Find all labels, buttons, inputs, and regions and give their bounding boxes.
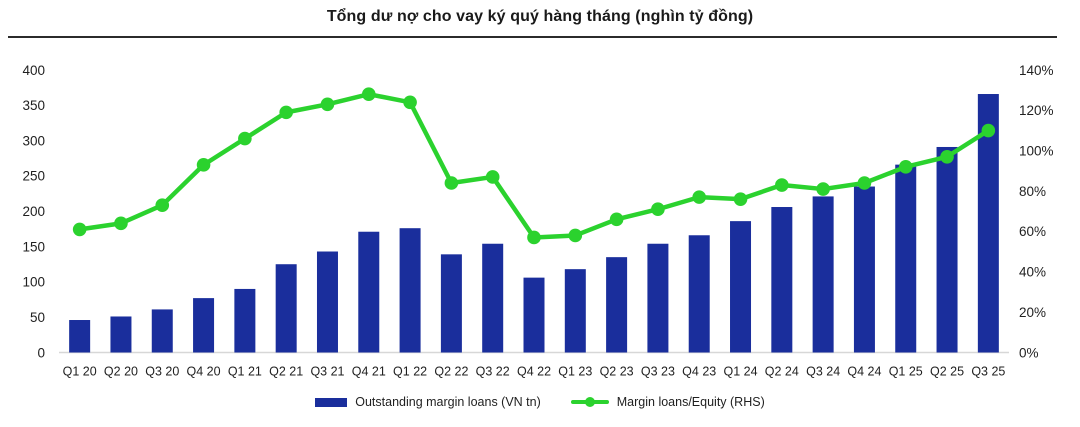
x-axis-tick-label: Q3 23: [641, 365, 675, 379]
y-axis-left-tick-label: 400: [22, 63, 45, 78]
bar-q2-22: [440, 254, 462, 353]
x-axis-tick-label: Q3 22: [476, 365, 510, 379]
bar-q1-24: [730, 221, 752, 353]
line-marker-q4-23: [692, 190, 707, 204]
y-axis-left-tick-label: 100: [22, 275, 45, 290]
legend-item-bar: Outstanding margin loans (VN tn): [315, 395, 541, 409]
line-marker-q3-25: [981, 123, 996, 138]
y-axis-left-tick-label: 350: [22, 98, 45, 113]
x-axis-tick-label: Q4 23: [682, 365, 716, 379]
y-axis-left-tick-label: 50: [30, 310, 45, 325]
x-axis-tick-label: Q1 22: [393, 365, 427, 379]
line-marker-q3-21: [320, 97, 335, 112]
line-marker-q3-22: [485, 170, 500, 184]
line-marker-q4-20: [196, 158, 211, 172]
x-axis-tick-label: Q2 20: [104, 365, 138, 379]
x-axis-tick-label: Q2 22: [434, 365, 468, 379]
line-series-swatch-icon: [570, 396, 609, 409]
bar-q3-21: [316, 251, 338, 353]
y-axis-right-tick-label: 140%: [1019, 63, 1054, 78]
y-axis-left-tick-label: 250: [22, 169, 45, 184]
line-marker-q2-24: [775, 178, 789, 192]
x-axis-tick-label: Q2 23: [600, 365, 634, 379]
bar-series-swatch-icon: [315, 397, 348, 407]
bar-q3-25: [977, 94, 999, 353]
line-marker-q2-21: [279, 105, 293, 120]
bar-q2-23: [606, 257, 628, 353]
chart-title: Tổng dư nợ cho vay ký quý hàng tháng (ng…: [326, 8, 754, 25]
bar-q2-24: [771, 207, 793, 353]
bar-q4-22: [523, 277, 545, 353]
x-axis-tick-label: Q1 24: [723, 365, 757, 379]
bar-q2-21: [275, 264, 297, 353]
line-marker-q1-23: [568, 228, 583, 243]
bar-q1-22: [399, 228, 421, 353]
bar-q1-25: [895, 164, 917, 353]
y-axis-left-tick-label: 150: [22, 239, 45, 254]
bar-q3-22: [482, 243, 504, 353]
y-axis-right-tick-label: 0%: [1019, 345, 1039, 360]
line-marker-q2-25: [940, 149, 954, 164]
line-marker-q1-25: [898, 160, 913, 174]
line-marker-q1-24: [733, 192, 748, 206]
bar-q4-24: [853, 186, 875, 353]
y-axis-left-tick-label: 200: [22, 204, 45, 219]
line-marker-q3-23: [651, 202, 665, 217]
legend-item-line: Margin loans/Equity (RHS): [570, 395, 765, 409]
line-marker-q2-23: [609, 212, 624, 227]
x-axis-tick-label: Q3 20: [145, 365, 179, 379]
x-axis-tick-label: Q4 24: [847, 365, 881, 379]
y-axis-right-tick-label: 60%: [1019, 224, 1046, 239]
x-axis-tick-label: Q4 22: [517, 365, 551, 379]
x-axis-tick-label: Q1 25: [889, 365, 923, 379]
x-axis-tick-label: Q1 23: [558, 365, 592, 379]
bar-q1-23: [564, 269, 586, 353]
bar-q4-23: [688, 235, 710, 353]
bar-q1-20: [69, 320, 91, 353]
y-axis-right-tick-label: 40%: [1019, 265, 1046, 280]
bar-q2-25: [936, 146, 958, 353]
chart-legend: Outstanding margin loans (VN tn) Margin …: [0, 395, 1080, 409]
line-series-label: Margin loans/Equity (RHS): [616, 395, 765, 409]
margin-equity-line: [77, 91, 991, 240]
line-marker-q1-20: [72, 222, 87, 237]
line-marker-q4-24: [857, 176, 872, 190]
line-marker-q1-22: [403, 95, 417, 110]
x-axis-tick-label: Q2 21: [269, 365, 303, 379]
x-axis-tick-label: Q1 20: [63, 365, 97, 379]
bar-series-label: Outstanding margin loans (VN tn): [355, 395, 541, 409]
bar-q2-20: [110, 316, 132, 353]
title-divider: [8, 36, 1057, 38]
bar-q3-24: [812, 196, 834, 353]
bar-q4-21: [358, 231, 380, 353]
line-marker-q3-20: [155, 198, 170, 212]
y-axis-right-tick-label: 80%: [1019, 184, 1046, 199]
line-marker-q2-20: [114, 216, 128, 231]
bar-q4-20: [193, 298, 215, 353]
line-marker-q1-21: [238, 131, 252, 146]
x-axis-tick-label: Q1 21: [228, 365, 262, 379]
x-axis-tick-label: Q3 24: [806, 365, 840, 379]
x-axis-tick-label: Q2 25: [930, 365, 964, 379]
y-axis-left-tick-label: 0: [37, 345, 45, 360]
line-swatch-dot: [584, 397, 595, 407]
y-axis-right-tick-label: 120%: [1019, 103, 1054, 118]
line-marker-q4-21: [361, 87, 376, 102]
line-marker-q4-22: [527, 230, 541, 245]
x-axis-tick-label: Q3 21: [310, 365, 344, 379]
line-marker-q2-22: [444, 176, 459, 190]
x-axis-tick-label: Q4 21: [352, 365, 386, 379]
y-axis-right-tick-label: 100%: [1019, 144, 1054, 159]
x-axis-tick-label: Q3 25: [971, 365, 1005, 379]
line-marker-q3-24: [816, 182, 830, 196]
y-axis-left-tick-label: 300: [22, 133, 45, 148]
x-axis-tick-label: Q4 20: [187, 365, 221, 379]
bar-q3-20: [151, 309, 173, 353]
bar-q3-23: [647, 243, 669, 353]
bar-q1-21: [234, 288, 256, 353]
x-axis-tick-label: Q2 24: [765, 365, 799, 379]
y-axis-right-tick-label: 20%: [1019, 305, 1046, 320]
